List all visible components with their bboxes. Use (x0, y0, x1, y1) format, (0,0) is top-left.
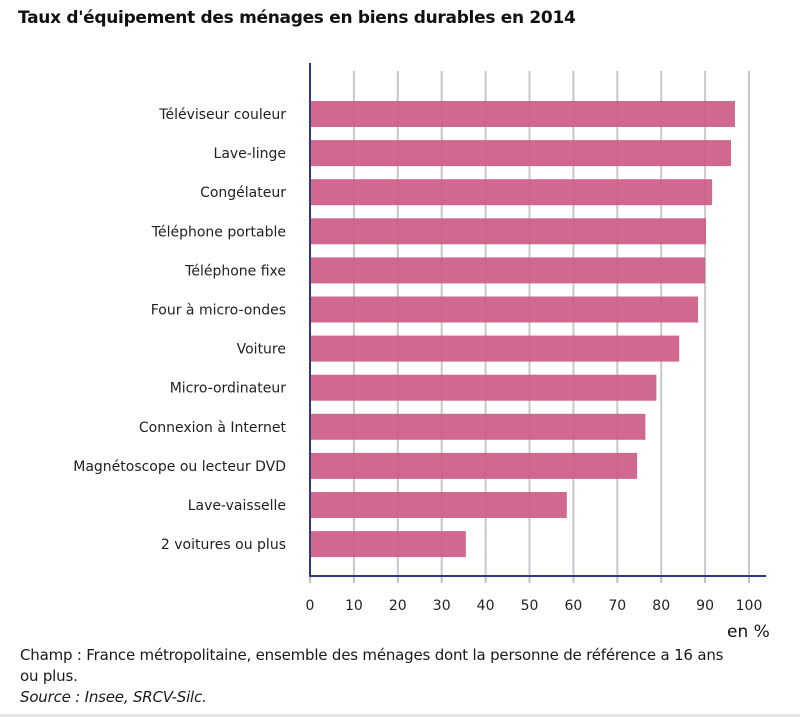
source-note: Source : Insee, SRCV-Silc. (20, 688, 207, 706)
category-labels: Téléviseur couleur Lave-linge Congélateur T… (73, 107, 286, 553)
category-label: Four à micro-ondes (151, 303, 286, 319)
x-tick-label: 40 (477, 598, 495, 614)
x-tick-label: 60 (564, 598, 582, 614)
category-label: 2 voitures ou plus (161, 537, 286, 553)
bars (310, 101, 735, 558)
x-tick-label: 80 (652, 598, 670, 614)
category-label: Téléphone portable (151, 224, 286, 240)
bar (310, 374, 657, 401)
bar (310, 179, 713, 206)
x-tick-label: 10 (345, 598, 363, 614)
bar (310, 140, 732, 167)
category-label: Micro-ordinateur (170, 381, 287, 397)
x-tick-label: 70 (608, 598, 626, 614)
category-label: Congélateur (200, 185, 286, 201)
category-label: Téléviseur couleur (158, 107, 286, 123)
x-axis-unit-label: en % (727, 622, 770, 642)
bar (310, 101, 735, 127)
bar (310, 413, 646, 440)
chart-title: Taux d'équipement des ménages en biens d… (18, 8, 576, 28)
bottom-divider (0, 714, 800, 717)
x-tick-label: 100 (736, 598, 763, 614)
bar-chart: Téléviseur couleur Lave-linge Congélateur T… (73, 63, 766, 614)
category-label: Téléphone fixe (184, 263, 286, 279)
x-tick-labels: 0 10 20 30 40 50 60 70 80 90 100 (306, 598, 763, 614)
category-label: Lave-linge (214, 146, 286, 162)
bar (310, 257, 706, 284)
x-tick-label: 30 (433, 598, 451, 614)
bar (310, 531, 466, 558)
bar (310, 452, 638, 479)
category-label: Lave-vaisselle (188, 498, 286, 514)
scope-note: Champ : France métropolitaine, ensemble … (20, 646, 724, 685)
chart-footnote: Champ : France métropolitaine, ensemble … (20, 645, 740, 708)
bar (310, 335, 680, 362)
category-label: Voiture (237, 342, 286, 358)
bar (310, 218, 706, 245)
category-label: Connexion à Internet (139, 420, 287, 436)
x-tick-label: 20 (389, 598, 407, 614)
bar (310, 296, 699, 323)
category-label: Magnétoscope ou lecteur DVD (73, 459, 286, 475)
x-tick-label: 90 (696, 598, 714, 614)
bar (310, 492, 567, 518)
x-tick-label: 0 (306, 598, 315, 614)
x-tick-label: 50 (521, 598, 539, 614)
axes (309, 63, 766, 583)
